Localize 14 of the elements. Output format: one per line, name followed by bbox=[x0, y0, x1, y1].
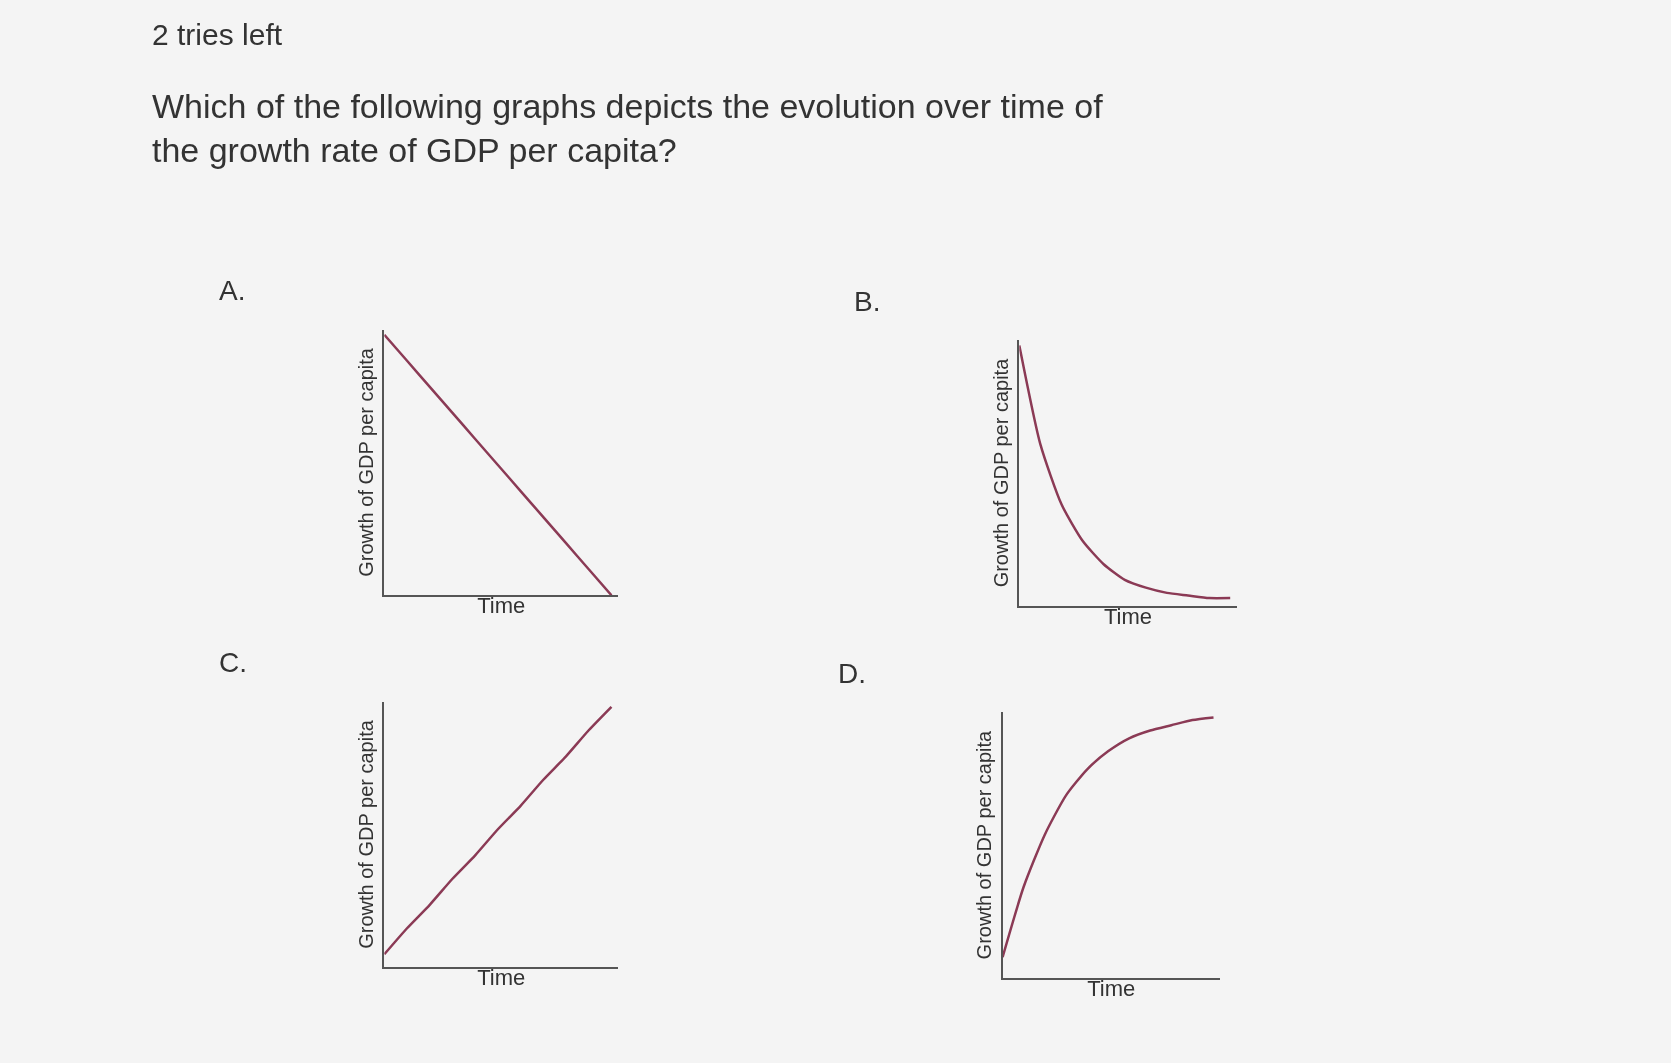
x-axis-title: Time bbox=[1103, 604, 1152, 630]
y-axis-title: Growth of GDP per capita bbox=[354, 347, 377, 577]
y-axis-title: Growth of GDP per capita bbox=[989, 357, 1012, 588]
chart-title: D. bbox=[838, 658, 866, 689]
chart-title: C. bbox=[219, 647, 247, 678]
x-axis-title: Time bbox=[477, 965, 526, 991]
y-axis-title: Growth of GDP per capita bbox=[972, 729, 995, 960]
x-axis-title: Time bbox=[1087, 976, 1136, 1002]
y-axis-title: Growth of GDP per capita bbox=[354, 719, 377, 949]
x-axis-title: Time bbox=[477, 593, 526, 619]
text: 2 tries left bbox=[152, 18, 283, 51]
text: Which of the following graphs depicts the evolution over time of the growth rate of GDP per capita? bbox=[152, 87, 1104, 170]
chart-title: A. bbox=[219, 275, 246, 306]
chart-title: B. bbox=[854, 286, 881, 317]
